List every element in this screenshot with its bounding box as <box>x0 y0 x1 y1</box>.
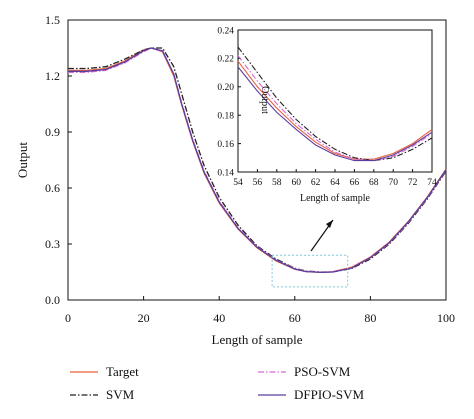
zoom-arrow-head <box>326 220 333 228</box>
legend-label: PSO-SVM <box>294 364 351 379</box>
inset-line-target <box>237 60 433 160</box>
main-x-axis-label: Length of sample <box>212 332 303 347</box>
zoom-region-box <box>271 254 349 288</box>
inset-x-tick-label: 70 <box>388 178 398 188</box>
inset-y-tick-label: 0.20 <box>217 83 234 93</box>
inset-y-tick-label: 0.24 <box>217 26 234 36</box>
inset-y-axis-label: Output <box>259 86 270 114</box>
main-line-svm <box>68 47 447 273</box>
inset-y-tick-label: 0.16 <box>217 140 234 150</box>
legend-label: SVM <box>106 387 135 402</box>
main-x-tick-label: 80 <box>364 311 376 325</box>
inset-line-pso-svm <box>237 55 433 162</box>
main-y-tick-label: 0.6 <box>45 181 60 195</box>
inset-line-dfpio-svm <box>237 66 433 162</box>
inset-x-tick-label: 58 <box>272 178 282 188</box>
inset-x-axis-label: Length of sample <box>300 193 371 204</box>
inset-axis-ticks: 54 56 58 60 62 64 66 68 70 72 74 0.14 0.16 0.18 0.20 0.… <box>217 26 437 188</box>
inset-x-tick-label: 64 <box>330 178 340 188</box>
inset-x-tick-label: 56 <box>253 178 263 188</box>
inset-x-tick-label: 68 <box>369 178 379 188</box>
main-series-group <box>68 47 447 274</box>
inset-line-svm <box>237 46 433 162</box>
legend-label: Target <box>106 364 139 379</box>
legend-label: DFPIO-SVM <box>294 387 365 402</box>
main-axis-ticks: 0 20 40 60 80 100 0.0 0.3 0.6 0.9 1.2 1.5 <box>45 13 455 325</box>
inset-y-tick-label: 0.18 <box>217 112 234 122</box>
main-y-tick-label: 0.0 <box>45 293 60 307</box>
main-y-tick-label: 0.9 <box>45 125 60 139</box>
inset-x-tick-label: 74 <box>427 178 437 188</box>
inset-x-tick-label: 72 <box>408 178 418 188</box>
inset-x-tick-label: 54 <box>233 178 243 188</box>
inset-x-tick-label: 62 <box>311 178 321 188</box>
main-y-axis-label: Output <box>15 142 30 179</box>
main-plot-frame <box>67 19 447 301</box>
inset-x-tick-label: 60 <box>291 178 301 188</box>
main-x-tick-label: 60 <box>289 311 301 325</box>
inset-y-tick-label: 0.22 <box>217 55 234 65</box>
main-y-tick-label: 1.5 <box>45 13 60 27</box>
inset-y-tick-label: 0.14 <box>217 168 234 178</box>
main-x-tick-label: 40 <box>213 311 225 325</box>
main-line-dfpio-svm <box>68 47 447 274</box>
inset-x-tick-label: 66 <box>350 178 360 188</box>
legend: Target SVM PSO-SVM DFPIO-SVM <box>70 364 365 402</box>
inset-series-group <box>237 46 433 162</box>
main-x-tick-label: 20 <box>138 311 150 325</box>
main-x-tick-label: 0 <box>65 311 71 325</box>
main-x-tick-label: 100 <box>437 311 455 325</box>
main-y-tick-label: 0.3 <box>45 237 60 251</box>
main-y-tick-label: 1.2 <box>45 69 60 83</box>
